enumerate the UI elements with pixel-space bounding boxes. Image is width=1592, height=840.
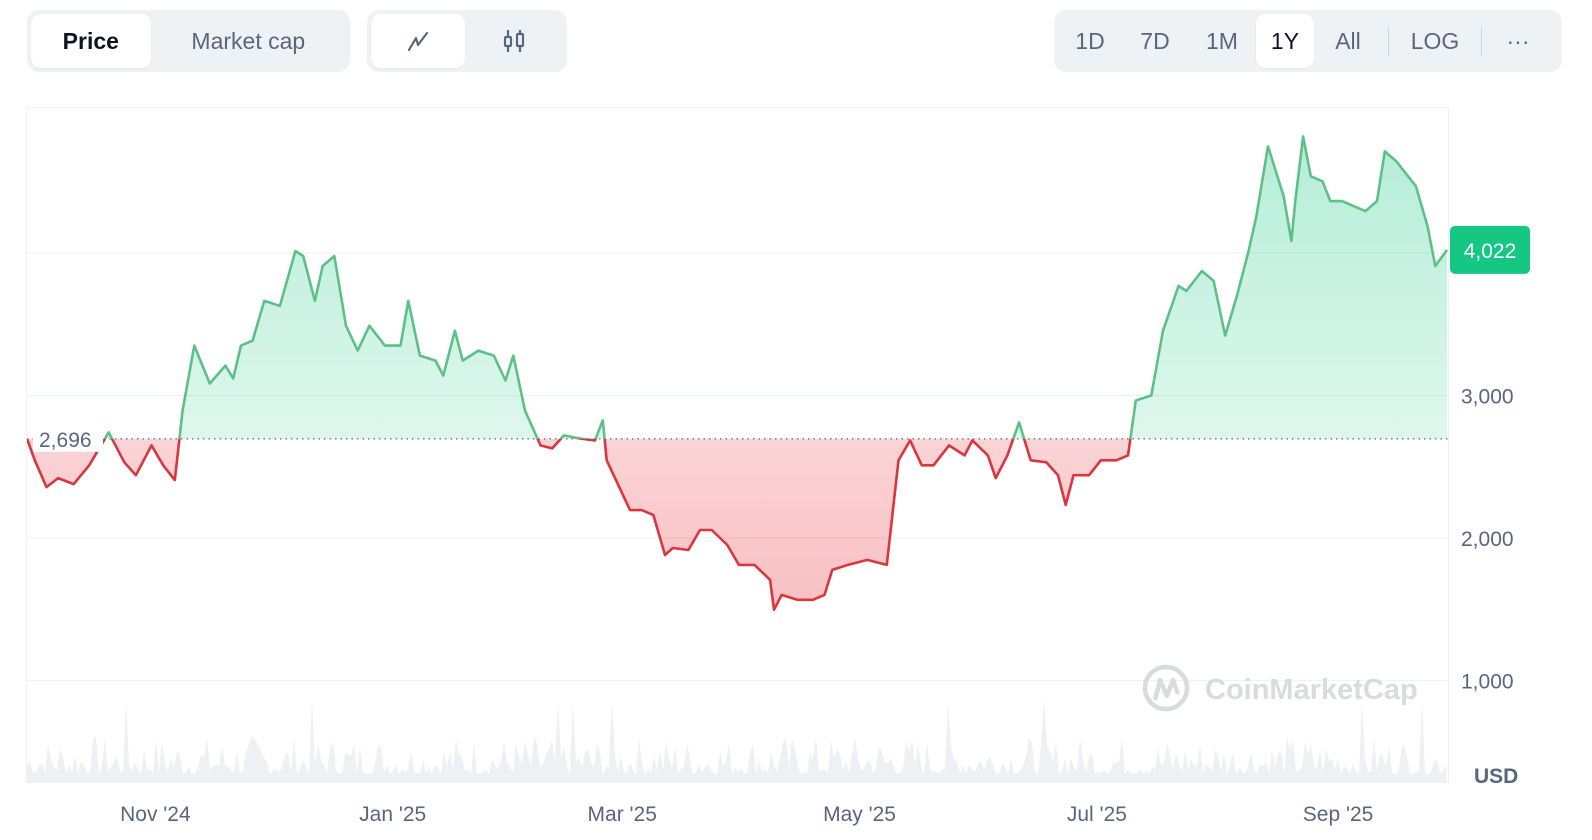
range-1y[interactable]: 1Y [1256, 14, 1314, 68]
volume-bars [27, 699, 1447, 782]
y-tick-label: 2,000 [1461, 528, 1514, 551]
divider [1388, 26, 1389, 56]
area-above-baseline [27, 136, 1447, 439]
candlestick-button[interactable] [465, 14, 563, 68]
baseline-label-bg [33, 425, 103, 452]
tab-price[interactable]: Price [31, 14, 151, 68]
range-toggle: 1D 7D 1M 1Y All LOG ··· [1054, 10, 1562, 72]
tab-market-cap[interactable]: Market cap [191, 27, 306, 54]
watermark-logo: CoinMarketCap [1142, 664, 1418, 712]
price-line-up [27, 135, 1449, 439]
current-price-label: 4,022 [1464, 240, 1517, 263]
y-tick-label: 1,000 [1461, 671, 1514, 694]
chart-type-toggle [367, 10, 567, 72]
price-line-down [27, 438, 1132, 611]
watermark-text: CoinMarketCap [1205, 674, 1418, 706]
metric-toggle: Price Market cap [27, 10, 350, 72]
candlestick-icon [503, 30, 525, 52]
range-7d[interactable]: 7D [1140, 27, 1170, 54]
current-price-tag [1450, 225, 1530, 274]
y-tick-label: 3,000 [1461, 386, 1514, 409]
line-chart-icon [407, 31, 429, 52]
x-tick-label: Jan '25 [359, 803, 426, 826]
x-tick-label: Mar '25 [588, 803, 657, 826]
x-tick-label: Sep '25 [1303, 803, 1374, 826]
x-tick-label: Jul '25 [1067, 803, 1127, 826]
log-scale-toggle[interactable]: LOG [1410, 27, 1460, 54]
currency-label: USD [1474, 765, 1518, 788]
more-options-button[interactable]: ··· [1506, 27, 1530, 54]
area-below-baseline [27, 438, 1131, 610]
volume-area [27, 699, 1447, 782]
x-tick-label: May '25 [823, 803, 896, 826]
range-1m[interactable]: 1M [1206, 27, 1238, 54]
line-chart-button[interactable] [371, 14, 465, 68]
plot-frame [26, 107, 1449, 783]
range-all[interactable]: All [1335, 27, 1361, 54]
baseline-label: 2,696 [39, 429, 92, 452]
range-1d[interactable]: 1D [1075, 27, 1105, 54]
divider [1481, 26, 1482, 56]
x-tick-label: Nov '24 [120, 803, 191, 826]
